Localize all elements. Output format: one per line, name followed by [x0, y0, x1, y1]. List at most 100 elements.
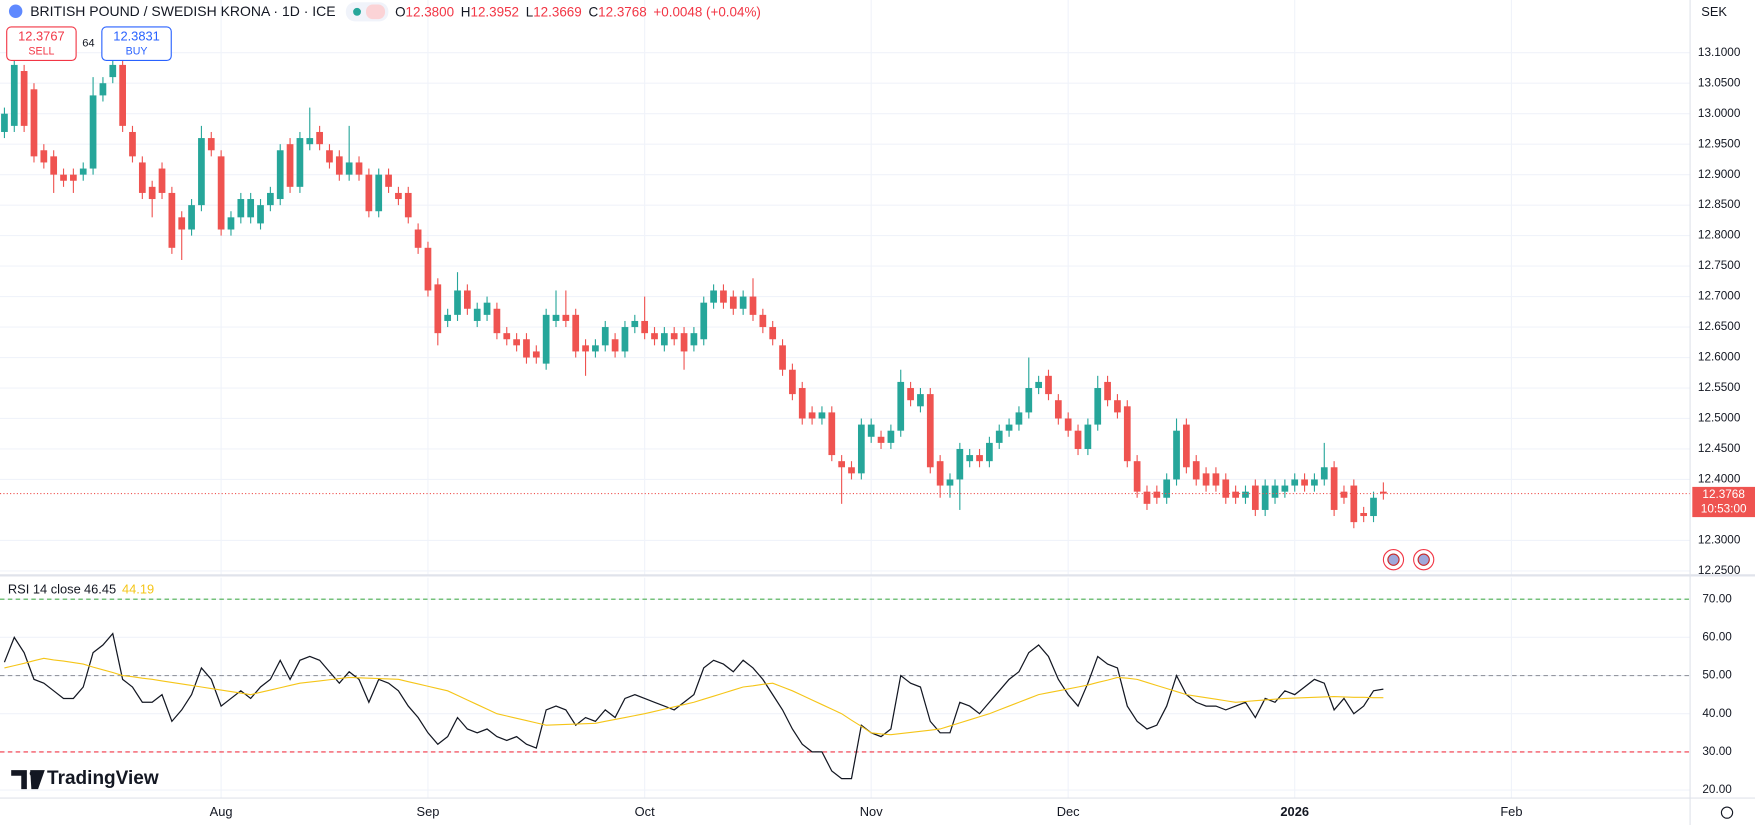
candle-body [70, 174, 77, 181]
candle-body [1380, 491, 1387, 494]
candle-body [1291, 479, 1299, 486]
marks [0, 52, 1691, 780]
candle-body [1035, 381, 1042, 389]
readout-value: 12.3669 [533, 4, 582, 19]
candle-body [976, 455, 983, 462]
y-tick-label: 12.9500 [1698, 137, 1741, 150]
candle-body [79, 168, 87, 175]
brand-logo-dot [29, 770, 36, 777]
candle-body [10, 64, 18, 126]
rsi-tick-label: 70.00 [1702, 592, 1732, 605]
candle-body [680, 333, 688, 352]
readout-value: 12.3768 [598, 4, 647, 19]
rsi-tick-label: 40.00 [1702, 707, 1732, 720]
candle-body [1, 113, 8, 132]
candle-body [326, 150, 333, 163]
candle-body [1360, 512, 1368, 517]
candle-body [404, 192, 412, 218]
readout-label: C [588, 4, 598, 19]
candle-body [286, 144, 294, 187]
candle-body [483, 302, 491, 315]
candle-body [552, 314, 560, 321]
readout-value: 12.3800 [406, 4, 455, 19]
x-tick-label: Oct [635, 804, 655, 819]
candle-body [739, 296, 747, 309]
y-tick-label: 12.3000 [1698, 534, 1741, 547]
rsi-tick-label: 50.00 [1702, 669, 1732, 682]
candle-body [1064, 418, 1072, 431]
last-price-box [1692, 486, 1755, 518]
candle-body [375, 174, 383, 212]
candle-body [503, 333, 511, 340]
y-tick-label: 12.7000 [1698, 290, 1741, 303]
x-tick-label: Dec [1057, 804, 1080, 819]
settings-icon[interactable] [1720, 806, 1734, 819]
buy-button[interactable] [101, 26, 172, 62]
readout-change: +0.0048 (+0.04%) [653, 4, 760, 19]
y-tick-label: 12.4000 [1698, 473, 1741, 486]
candle-body [385, 174, 392, 187]
candle-body [1242, 491, 1249, 498]
y-tick-label: 13.1000 [1698, 46, 1741, 59]
candle-body [700, 302, 708, 340]
candle-body [562, 314, 570, 321]
candle-body [660, 333, 668, 346]
readout-label: O [395, 4, 405, 19]
candle-body [395, 192, 402, 200]
y-tick-label: 12.2500 [1698, 564, 1741, 577]
candle-body [1370, 497, 1377, 517]
candle-body [513, 339, 520, 346]
candle-body [936, 461, 944, 486]
candle-body [611, 339, 619, 352]
rsi-legend-value: 46.45 [84, 581, 116, 596]
candle-body [50, 156, 58, 175]
rsi-tick-label: 30.00 [1702, 745, 1732, 758]
candle-body [1183, 424, 1190, 468]
candle-body [30, 89, 38, 157]
candle-body [276, 150, 284, 200]
candle-body [1025, 388, 1033, 413]
candle-body [1153, 491, 1161, 498]
candle-body [493, 308, 501, 334]
candle-body [887, 430, 895, 443]
candle-body [444, 314, 452, 321]
rsi-tick-label: 20.00 [1702, 783, 1732, 796]
candle-body [1104, 381, 1111, 401]
y-tick-label: 12.6500 [1698, 320, 1741, 333]
candle-body [227, 217, 235, 230]
candle-body [641, 320, 649, 334]
candle-body [729, 296, 737, 309]
candle-body [148, 186, 156, 200]
rsi-ma-line [4, 657, 1384, 736]
y-tick-label: 12.7500 [1698, 259, 1741, 272]
status-dot [353, 7, 361, 16]
candle-body [1350, 485, 1358, 523]
candle-body [178, 217, 186, 230]
candle-body [828, 412, 836, 456]
y-tick-label: 13.0500 [1698, 76, 1741, 89]
candle-body [532, 351, 540, 358]
sell-price: 12.3767 [18, 28, 64, 43]
candle-body [473, 308, 481, 321]
candle-body [424, 247, 432, 291]
candle-body [601, 327, 609, 346]
readout-label: L [526, 4, 534, 19]
status-chip-b [365, 4, 386, 20]
x-tick-label: Nov [860, 804, 883, 819]
candle-body [749, 296, 757, 315]
candle-body [926, 394, 934, 468]
candle-body [1301, 479, 1308, 486]
sell-button[interactable] [6, 26, 77, 62]
x-tick-label: Aug [210, 804, 233, 819]
candle-body [1045, 375, 1052, 395]
candle-body [119, 64, 126, 126]
candle-body [60, 174, 67, 181]
candle-body [109, 64, 117, 78]
candle-body [1281, 485, 1289, 492]
symbol-icon [8, 4, 23, 18]
candle-body [138, 162, 146, 193]
candle-body [995, 430, 1003, 443]
